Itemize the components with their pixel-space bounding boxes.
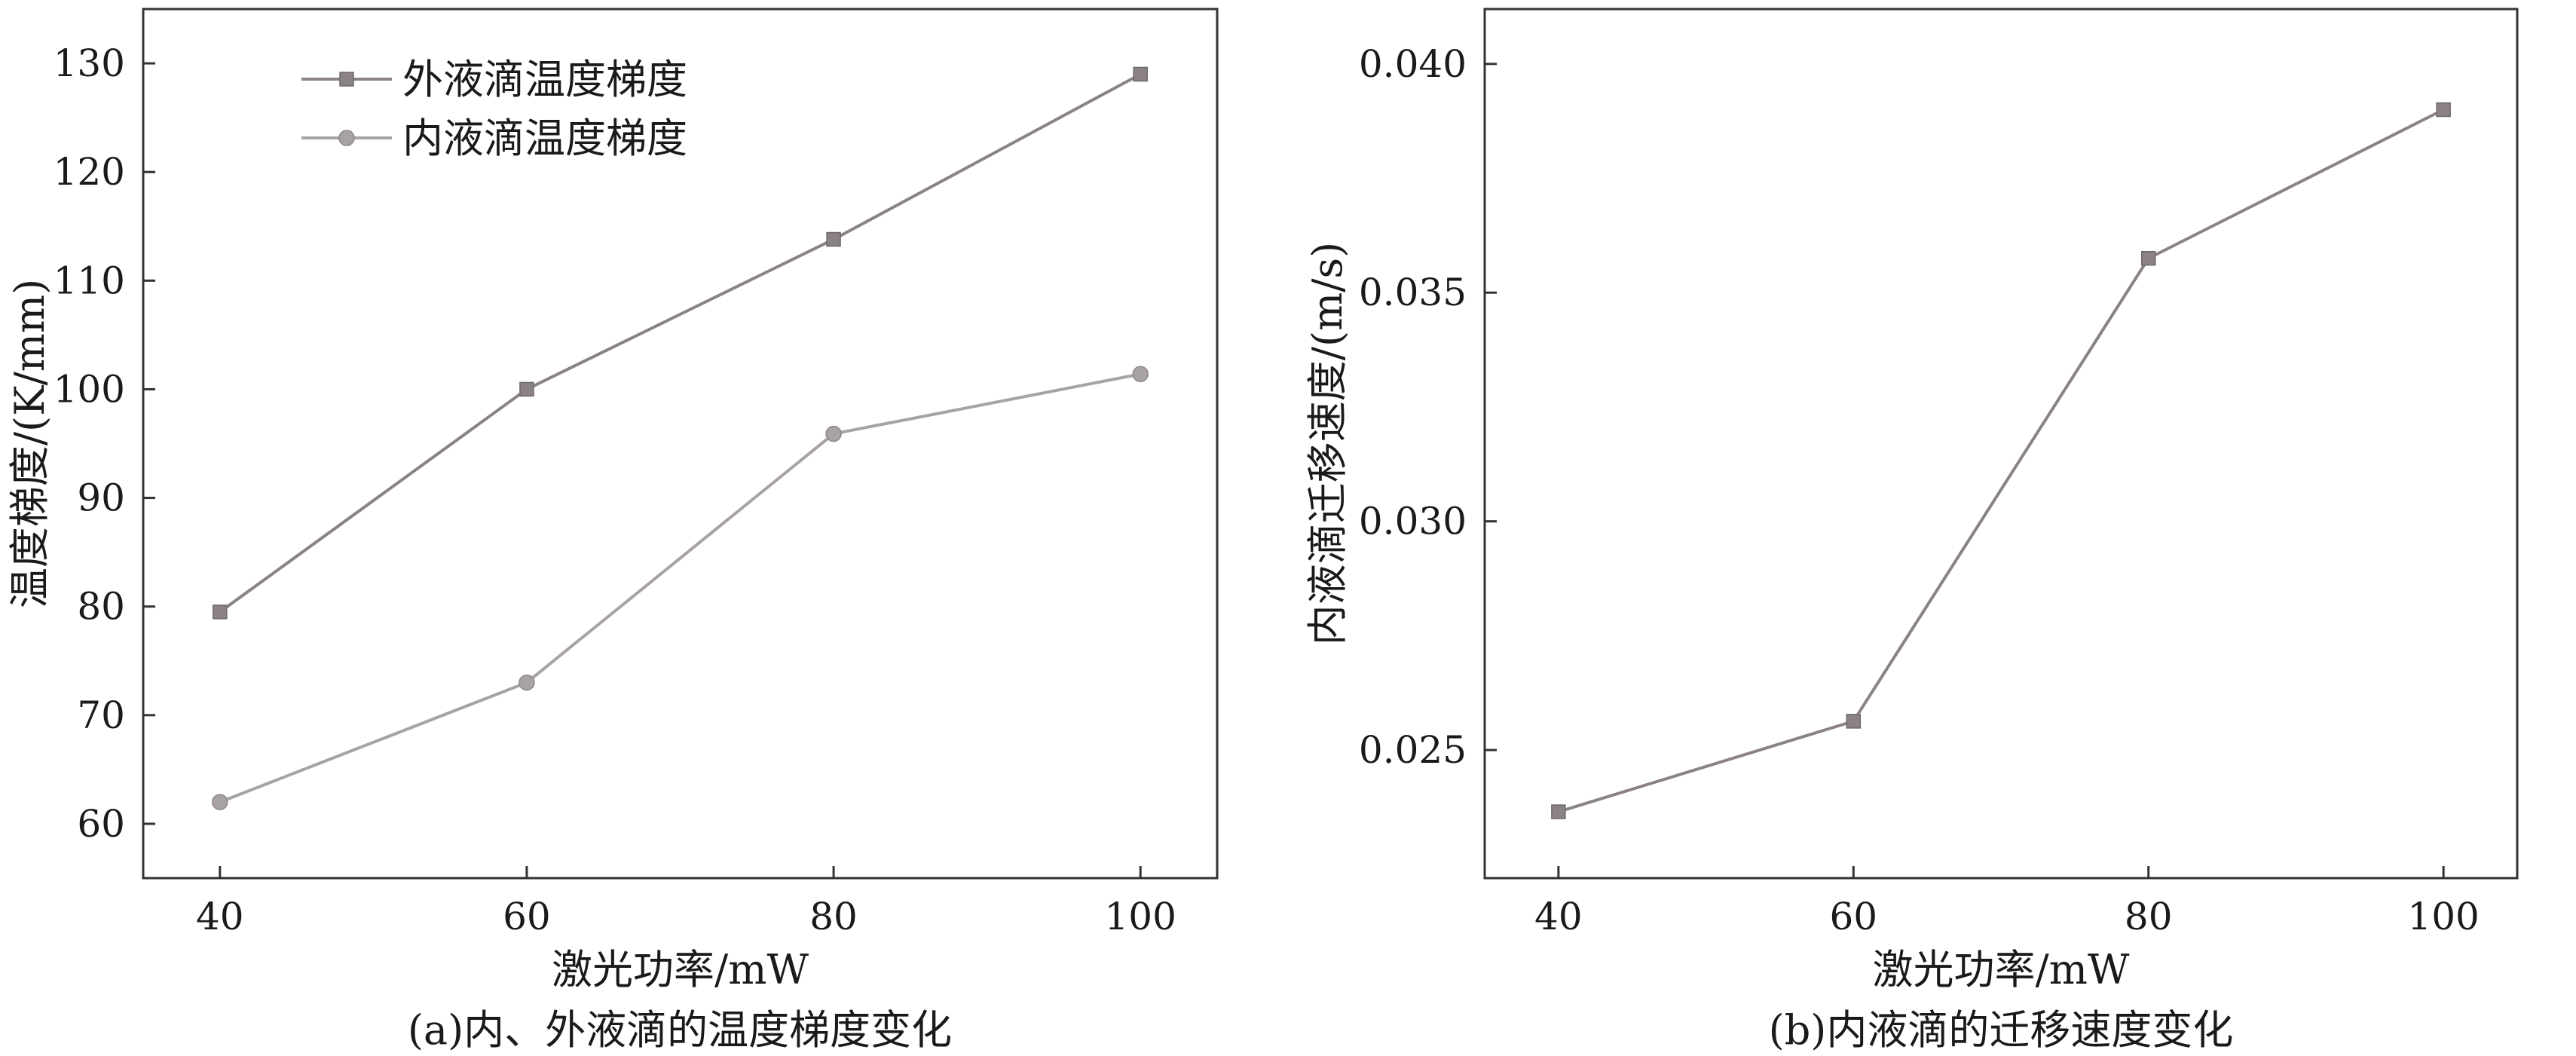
y-tick-label: 130	[54, 41, 125, 85]
legend-marker-square	[339, 72, 354, 87]
x-axis-label: 激光功率/mW	[552, 946, 809, 993]
y-tick-label: 0.025	[1359, 728, 1467, 772]
chart-caption: (b)内液滴的迁移速度变化	[1769, 1006, 2234, 1054]
series-line	[219, 72, 1142, 614]
y-tick-label: 80	[77, 585, 125, 629]
plot-frame	[1483, 8, 2519, 880]
y-axis-label: 内液滴迁移速度/(m/s)	[1304, 242, 1351, 645]
y-tick-label: 100	[54, 367, 125, 411]
data-point-square	[519, 381, 534, 397]
data-point-square	[2436, 102, 2451, 118]
y-tick-label: 60	[77, 802, 125, 846]
x-tick-label: 100	[2407, 895, 2479, 938]
data-point-circle	[212, 794, 228, 810]
data-point-circle	[1132, 366, 1149, 383]
plot-frame	[142, 8, 1219, 880]
x-tick-label: 100	[1104, 895, 1176, 938]
chart-panel-b: 40 60 80 100 0.025 0.030 0.035 0.040 激光功率/mW 内液滴迁…	[1304, 8, 2519, 1054]
legend-label: 内液滴温度梯度	[402, 115, 687, 162]
legend-marker-circle	[338, 130, 355, 146]
x-tick-label: 80	[809, 895, 858, 938]
y-tick-label: 120	[54, 150, 125, 194]
x-axis-label: 激光功率/mW	[1873, 946, 2130, 993]
y-tick-label: 0.040	[1359, 42, 1467, 86]
y-tick-label: 0.030	[1359, 500, 1467, 543]
data-point-square	[1133, 66, 1148, 82]
x-tick-label: 80	[2125, 895, 2173, 938]
y-tick-label: 0.035	[1359, 271, 1467, 314]
data-point-square	[1846, 714, 1862, 729]
series-line	[1558, 108, 2445, 813]
x-tick-label: 60	[503, 895, 551, 938]
legend-label: 外液滴温度梯度	[402, 56, 687, 103]
y-tick-label: 110	[54, 259, 125, 302]
data-point-square	[826, 231, 841, 247]
x-tick-label: 40	[196, 895, 244, 938]
y-tick-label: 70	[77, 693, 125, 737]
x-tick-label: 40	[1534, 895, 1583, 938]
data-point-square	[1551, 804, 1566, 819]
data-point-square	[2140, 250, 2156, 266]
series-line	[219, 372, 1141, 803]
x-tick-label: 60	[1829, 895, 1877, 938]
chart-caption: (a)内、外液滴的温度梯度变化	[408, 1006, 952, 1054]
data-point-square	[213, 605, 228, 620]
chart-panel-a: 40 60 80 100 60 70 80 90 100 110 120 130 激光功率/mW 温度梯度…	[6, 8, 1219, 1054]
y-axis-label: 温度梯度/(K/mm)	[6, 279, 54, 608]
y-tick-label: 90	[77, 476, 125, 520]
data-point-circle	[519, 674, 535, 691]
data-point-circle	[825, 425, 842, 442]
